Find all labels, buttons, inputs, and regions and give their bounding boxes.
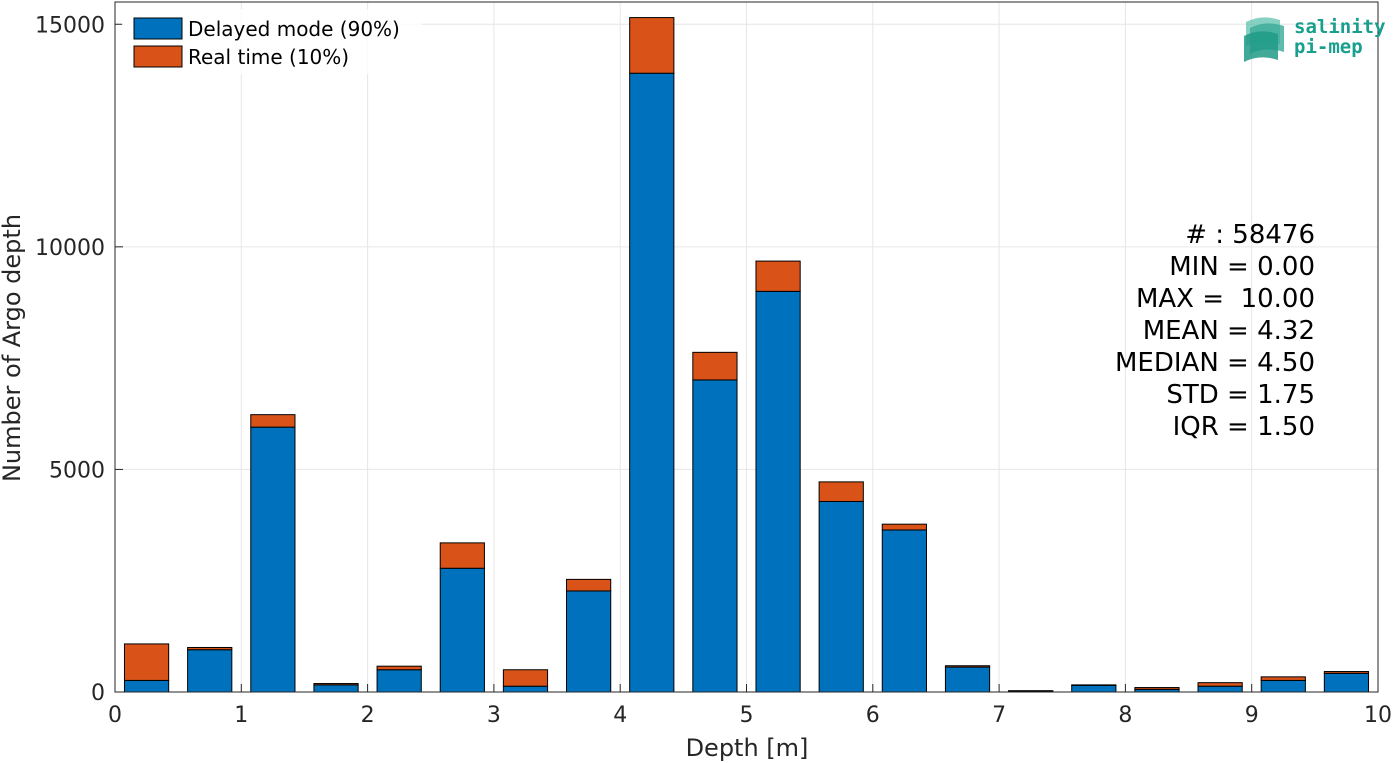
bar-delayed-mode xyxy=(1197,685,1243,693)
x-tick-label: 6 xyxy=(866,703,880,728)
logo: salinity pi-mep xyxy=(1244,16,1386,62)
bar-delayed-mode xyxy=(123,679,170,693)
x-tick-label: 5 xyxy=(740,703,754,728)
y-axis-ticks: 0 5000 10000 15000 xyxy=(35,13,123,706)
y-tick-label: 15000 xyxy=(35,13,105,38)
bar-delayed-mode xyxy=(376,669,422,693)
stats-median: MEDIAN = 4.50 xyxy=(1115,348,1315,378)
stats-panel: # : 58476 MIN = 0.00 MAX = 10.00 MEAN = … xyxy=(1115,220,1315,442)
x-tick-label: 0 xyxy=(108,703,122,728)
stats-min: MIN = 0.00 xyxy=(1169,252,1315,282)
bar-delayed-mode xyxy=(250,426,296,693)
legend-swatch-delayed xyxy=(133,17,183,40)
x-tick-label: 8 xyxy=(1118,703,1132,728)
bar-delayed-mode xyxy=(1260,679,1306,693)
bar-delayed-mode xyxy=(439,567,485,693)
y-tick-label: 5000 xyxy=(49,458,105,483)
bar-real-time xyxy=(881,523,927,531)
logo-waves-icon xyxy=(1244,17,1284,62)
grid-lines xyxy=(114,2,1379,693)
bar-delayed-mode xyxy=(944,666,991,693)
x-tick-label: 7 xyxy=(992,703,1006,728)
bar-delayed-mode xyxy=(692,379,738,693)
x-axis-ticks: 0 1 2 3 4 5 6 7 8 9 10 xyxy=(108,684,1392,728)
bar-real-time xyxy=(502,669,549,687)
bar-real-time xyxy=(566,578,612,592)
stats-count: # : 58476 xyxy=(1185,220,1315,250)
bar-delayed-mode xyxy=(502,685,549,693)
bar-real-time xyxy=(376,665,422,671)
bar-delayed-mode xyxy=(566,590,612,693)
logo-text-line1: salinity xyxy=(1294,16,1386,38)
legend-label-delayed: Delayed mode (90%) xyxy=(188,17,400,41)
bar-real-time xyxy=(313,683,359,686)
bar-real-time xyxy=(250,414,296,428)
stats-iqr: IQR = 1.50 xyxy=(1173,412,1315,442)
bar-real-time xyxy=(818,481,864,502)
x-tick-label: 9 xyxy=(1245,703,1259,728)
bar-real-time xyxy=(1134,687,1180,690)
bar-real-time xyxy=(692,351,738,381)
bar-delayed-mode xyxy=(629,72,675,693)
x-axis-label: Depth [m] xyxy=(686,734,809,762)
x-tick-label: 10 xyxy=(1364,703,1392,728)
bar-real-time xyxy=(1197,682,1243,687)
legend: Delayed mode (90%) Real time (10%) xyxy=(122,9,422,74)
x-tick-label: 1 xyxy=(234,703,248,728)
legend-swatch-realtime xyxy=(133,45,183,68)
logo-text-line2: pi-mep xyxy=(1294,36,1363,58)
bar-real-time xyxy=(1260,676,1306,681)
bar-real-time xyxy=(629,17,675,74)
x-tick-label: 3 xyxy=(487,703,501,728)
bar-delayed-mode xyxy=(755,290,801,693)
bar-real-time xyxy=(944,665,991,668)
stats-std: STD = 1.75 xyxy=(1166,380,1315,410)
x-tick-label: 2 xyxy=(361,703,375,728)
stats-mean: MEAN = 4.32 xyxy=(1143,316,1315,346)
bar-real-time xyxy=(1323,671,1370,674)
y-tick-label: 0 xyxy=(91,681,105,706)
bar-real-time xyxy=(755,260,801,292)
bar-real-time xyxy=(187,646,233,651)
bar-delayed-mode xyxy=(881,529,927,693)
bar-delayed-mode xyxy=(187,649,233,693)
legend-label-realtime: Real time (10%) xyxy=(188,45,349,69)
stats-max: MAX = 10.00 xyxy=(1136,284,1315,314)
x-tick-label: 4 xyxy=(613,703,627,728)
y-tick-label: 10000 xyxy=(35,236,105,261)
bar-delayed-mode xyxy=(313,684,359,693)
y-axis-label: Number of Argo depth xyxy=(0,214,26,482)
bar-real-time xyxy=(439,542,485,569)
bar-delayed-mode xyxy=(1323,672,1370,693)
bar-delayed-mode xyxy=(818,500,864,693)
bar-delayed-mode xyxy=(1071,684,1117,693)
bar-real-time xyxy=(123,643,170,681)
